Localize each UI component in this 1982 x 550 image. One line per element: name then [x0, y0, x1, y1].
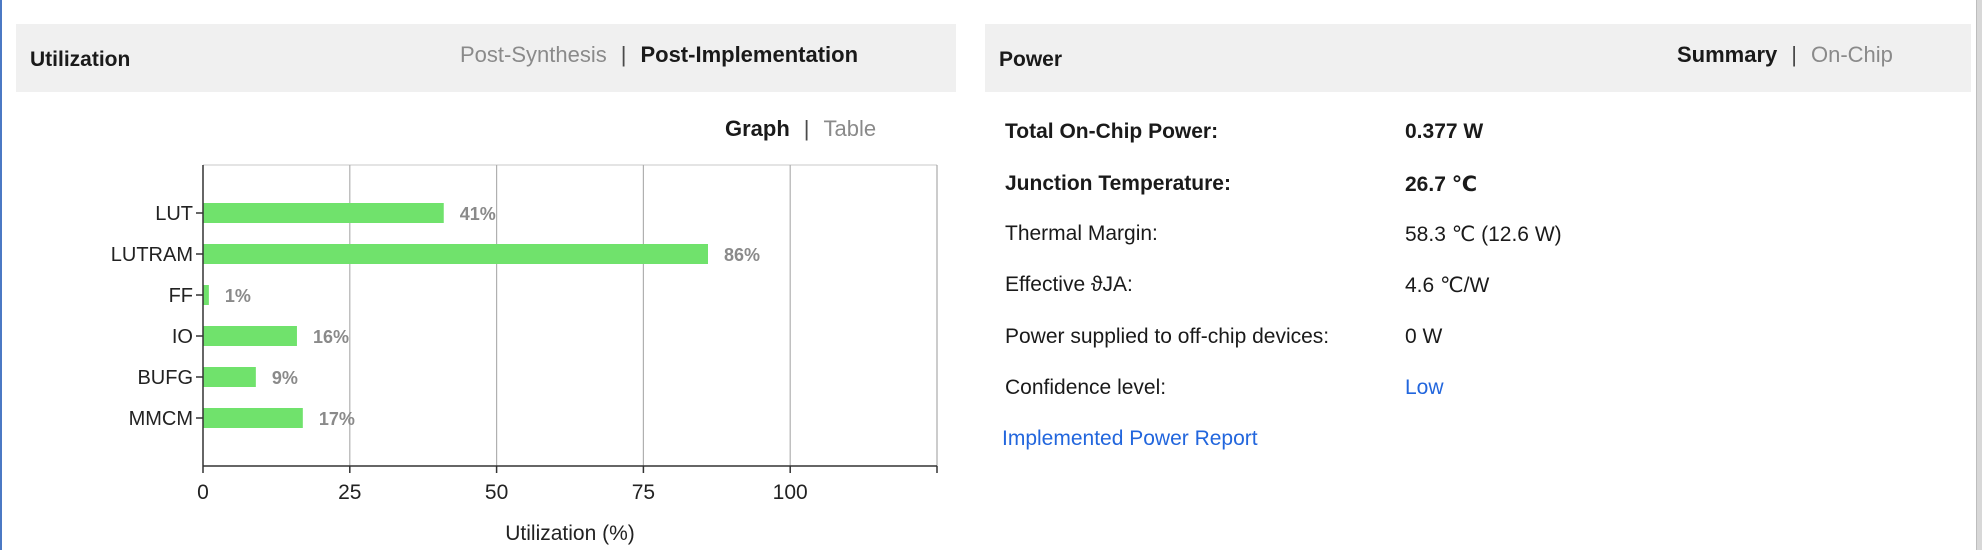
bar-value-label: 1% [225, 286, 251, 306]
bar [203, 285, 209, 305]
thermal-margin-label: Thermal Margin: [1005, 222, 1158, 245]
utilization-view-tabs: Graph | Table [725, 116, 876, 142]
power-view-tabs: Summary | On-Chip [1677, 42, 1893, 68]
category-label: LUT [155, 203, 193, 225]
bar [203, 408, 303, 428]
utilization-chart: 0 25 50 75 100 LUT 41% LUTRAM 86% FF 1% IO 16% BUFG 9%… [111, 164, 938, 545]
confidence-level-link[interactable]: Low [1405, 376, 1444, 399]
off-chip-power-value: 0 W [1405, 325, 1443, 348]
bar-value-label: 86% [724, 245, 760, 265]
bar-value-label: 16% [313, 327, 349, 347]
vertical-scrollbar[interactable] [1976, 0, 1982, 550]
x-tick-label: 100 [773, 481, 808, 504]
junction-temperature-label: Junction Temperature: [1005, 172, 1231, 195]
tab-post-implementation[interactable]: Post-Implementation [640, 42, 859, 67]
x-tick-label: 75 [632, 481, 655, 504]
confidence-level-label: Confidence level: [1005, 376, 1167, 399]
bar-value-label: 41% [460, 204, 496, 224]
bar [203, 326, 297, 346]
implemented-power-report-link[interactable]: Implemented Power Report [1002, 427, 1258, 450]
x-tick-label: 50 [485, 481, 508, 504]
tab-on-chip[interactable]: On-Chip [1811, 42, 1893, 67]
x-tick-label: 0 [197, 481, 209, 504]
bar-value-label: 9% [272, 368, 298, 388]
total-on-chip-power-label: Total On-Chip Power: [1005, 120, 1219, 143]
window-left-border [0, 0, 2, 550]
category-label: MMCM [129, 408, 193, 430]
x-tick-label: 25 [338, 481, 361, 504]
tab-post-synthesis[interactable]: Post-Synthesis [460, 42, 607, 67]
junction-temperature-value: 26.7 ℃ [1405, 173, 1478, 196]
effective-theta-ja-label: Effective ϑJA: [1005, 273, 1133, 296]
off-chip-power-label: Power supplied to off-chip devices: [1005, 325, 1330, 348]
utilization-title: Utilization [30, 48, 131, 71]
x-axis-title: Utilization (%) [505, 522, 635, 545]
category-label: FF [169, 285, 193, 307]
tab-separator: | [620, 42, 627, 67]
power-panel-header: Power Summary | On-Chip [985, 24, 1971, 92]
tab-summary[interactable]: Summary [1677, 42, 1778, 67]
bar [203, 203, 444, 223]
tab-separator: | [1791, 42, 1797, 67]
utilization-stage-tabs: Post-Synthesis | Post-Implementation [460, 42, 858, 68]
category-label: IO [172, 326, 193, 348]
thermal-margin-value: 58.3 ℃ (12.6 W) [1405, 223, 1562, 246]
utilization-panel-header: Utilization Post-Synthesis | Post-Implemen… [16, 24, 956, 92]
bar-value-label: 17% [319, 409, 355, 429]
category-label: LUTRAM [111, 244, 193, 266]
tab-graph[interactable]: Graph [725, 116, 790, 141]
total-on-chip-power-value: 0.377 W [1405, 120, 1484, 143]
tab-table[interactable]: Table [823, 116, 877, 141]
category-label: BUFG [137, 367, 193, 389]
power-title: Power [999, 48, 1063, 71]
bar [203, 367, 256, 387]
effective-theta-ja-value: 4.6 ℃/W [1405, 274, 1490, 297]
bar [203, 244, 708, 264]
tab-separator: | [803, 116, 810, 141]
